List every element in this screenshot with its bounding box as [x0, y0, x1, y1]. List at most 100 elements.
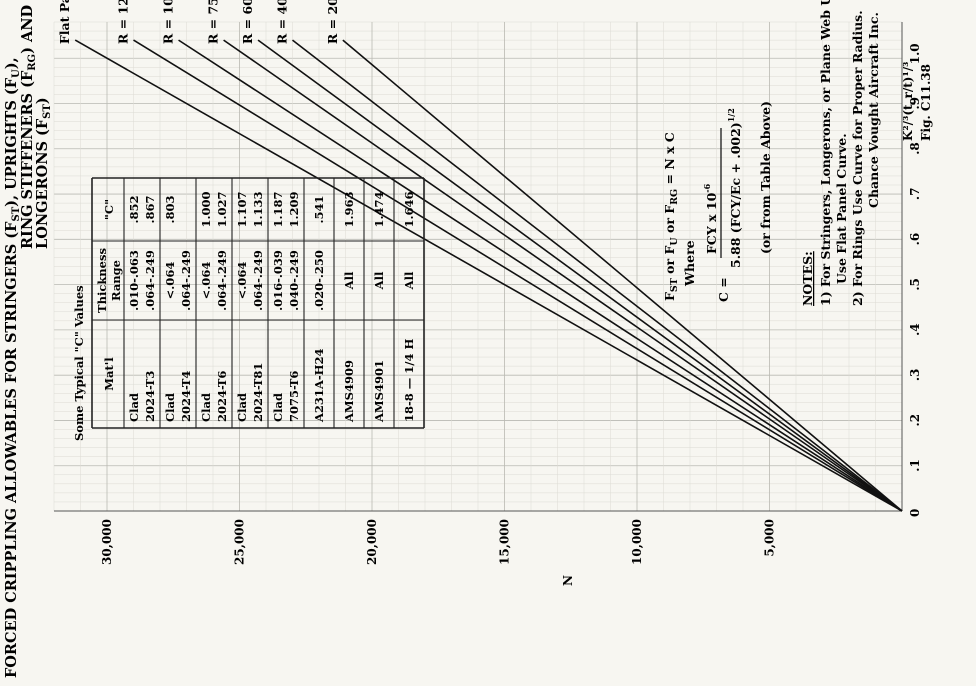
series-line	[178, 39, 903, 512]
formula-block: FST or FU or FRG = N x C Where FCY x 10-…	[662, 101, 773, 302]
table-cell-c: 1.000	[199, 191, 213, 227]
table-caption: Some Typical "C" Values	[72, 285, 86, 441]
table-cell-material: Clad	[127, 393, 141, 422]
table-cell-thickness: <.064	[235, 262, 249, 300]
table-cell-c: 1.187	[271, 191, 285, 227]
y-tick-label: 5,000	[763, 519, 777, 557]
table-cell-thickness: .040-.249	[287, 250, 301, 311]
table-cell-material: Clad	[163, 393, 177, 422]
y-tick-label: 20,000	[365, 519, 379, 565]
x-tick-label: .9	[908, 97, 922, 110]
table-cell-material: 7075-T6	[287, 371, 301, 422]
table-grid-lines	[91, 177, 425, 429]
x-tick-label: .3	[908, 369, 922, 382]
table-cell-c: .852	[127, 195, 141, 223]
table-cell-material: AMS4909	[342, 360, 356, 423]
formula-table-note: (or from Table Above)	[758, 101, 773, 254]
table-cell-material: AMS4901	[372, 360, 386, 423]
y-axis-label: N	[561, 575, 575, 586]
x-tick-label: 1.0	[908, 43, 922, 64]
table-cell-thickness: .020-.250	[312, 250, 326, 311]
table-cell-thickness: All	[372, 271, 386, 290]
formula-denominator: 5.88 (FCY/Ec + .002)1/2	[726, 108, 743, 268]
series-line	[133, 39, 903, 512]
table-cell-c: 1.963	[342, 191, 356, 227]
table-cell-c: 1.209	[287, 191, 301, 227]
x-tick-label: 0	[908, 509, 922, 517]
series-line	[342, 39, 903, 512]
series-label: R = 60 in.	[240, 0, 255, 44]
table-header-thickness: Thickness	[95, 248, 109, 313]
title-line-2: RING STIFFENERS (FRG) AND	[19, 5, 38, 249]
table-cell-material: A231A-H24	[312, 349, 326, 424]
table-cell-material: Clad	[199, 393, 213, 422]
table-cell-thickness: .064-.249	[143, 250, 157, 311]
notes-heading: NOTES:	[800, 251, 815, 306]
x-tick-label: .5	[908, 278, 922, 291]
table-header-thickness: Range	[109, 260, 123, 301]
table-header-material: Mat'l	[102, 357, 116, 391]
series-line	[292, 39, 903, 512]
formula-numerator: FCY x 10-6	[702, 183, 719, 254]
y-tick-label: 30,000	[100, 519, 114, 565]
note-1b: Use Flat Panel Curve.	[834, 133, 849, 284]
source-credit: Chance Vought Aircraft Inc.	[866, 12, 881, 208]
series-label: R = 100 in.	[161, 0, 176, 44]
table-cell-material: 2024-T3	[143, 371, 157, 422]
notes-block: NOTES: 1) For Stringers, Longerons, or P…	[800, 0, 881, 306]
table-cell-material: Clad	[271, 393, 285, 422]
x-tick-label: .1	[908, 459, 922, 472]
series-label: R = 20 in.	[325, 0, 340, 44]
table-cell-thickness: .016-.039	[271, 250, 285, 311]
curve-labels: Flat Panel R = 125 in. R = 100 in. R = 75 i…	[57, 0, 340, 44]
table-cell-c: 1.133	[251, 191, 265, 227]
table-cell-thickness: <.064	[199, 262, 213, 300]
x-tick-label: .2	[908, 414, 922, 427]
formula-main: FST or FU or FRG = N x C	[662, 132, 680, 301]
table-cell-material: 2024-T4	[179, 371, 193, 422]
series-label: R = 75 in.	[206, 0, 221, 44]
table-cell-c: .803	[163, 195, 177, 223]
x-axis-label: K²/³(t_r/t)¹/³	[901, 62, 916, 141]
y-tick-label: 15,000	[498, 519, 512, 565]
table-cell-material: 18-8 — 1/4 H	[402, 339, 416, 422]
chart-axes	[54, 22, 903, 512]
table-cell-thickness: .064-.249	[215, 250, 229, 311]
table-cell-thickness: .064-.249	[251, 250, 265, 311]
table-cell-thickness: .064-.249	[179, 250, 193, 311]
y-tick-label: 10,000	[630, 519, 644, 565]
table-cell-material: Clad	[235, 393, 249, 422]
note-2: 2) For Rings Use Curve for Proper Radius…	[850, 10, 865, 306]
table-header-c: "C"	[102, 199, 116, 220]
title-line-3: LONGERONS (FST)	[34, 97, 53, 249]
x-tick-label: .6	[908, 233, 922, 246]
c-values-table: Some Typical "C" Values Mat'l Thickness Ra…	[72, 177, 425, 441]
table-cell-c: .867	[143, 195, 157, 223]
chart-tick-labels: 0 .1 .2 .3 .4 .5 .6 .7 .8 .9 1.0 5,000 10,000 15,000 2…	[100, 43, 922, 565]
figure-number: Fig. C11.38	[919, 64, 933, 141]
table-cell-c: 1.107	[235, 191, 249, 227]
table-cell-c: .541	[312, 195, 326, 223]
y-tick-label: 25,000	[233, 519, 247, 565]
x-tick-label: .4	[908, 323, 922, 336]
table-cell-thickness: All	[402, 271, 416, 290]
x-tick-label: .8	[908, 142, 922, 155]
series-label: R = 125 in.	[116, 0, 131, 44]
table-cell-c: 1.027	[215, 191, 229, 227]
chart-series-lines	[74, 39, 903, 512]
table-cell-c: 1.474	[372, 191, 386, 227]
title-line-1: FORCED CRIPPLING ALLOWABLES FOR STRINGER…	[3, 57, 22, 678]
series-label: Flat Panel	[57, 0, 72, 44]
series-label: R = 40 in.	[275, 0, 290, 44]
table-cell-thickness: <.064	[163, 262, 177, 300]
table-cell-c: 1.646	[402, 191, 416, 227]
formula-where: Where	[682, 240, 697, 287]
table-cell-thickness: .010-.063	[127, 250, 141, 311]
x-tick-label: .7	[908, 188, 922, 201]
series-line	[257, 39, 903, 512]
formula-c-equals: C =	[716, 277, 731, 302]
